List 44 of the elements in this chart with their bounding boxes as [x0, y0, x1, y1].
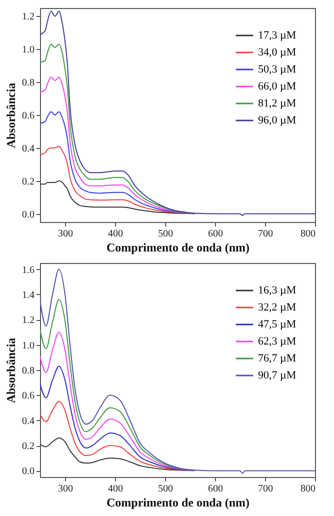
- y-tick-label: 1.2: [22, 12, 34, 23]
- y-tick-label: 1.0: [22, 340, 34, 352]
- legend-label: 66,0 µM: [258, 80, 296, 92]
- y-axis-title: Absorbância: [4, 338, 18, 404]
- y-tick-label: 0.8: [22, 366, 34, 376]
- y-tick-label: 1.4: [22, 290, 34, 301]
- y-tick-label: 1.2: [22, 315, 34, 326]
- y-tick-label: 0.2: [22, 441, 34, 452]
- x-tick-label: 500: [158, 228, 173, 240]
- y-tick-label: 1.6: [22, 264, 34, 276]
- x-tick-label: 300: [58, 484, 73, 494]
- y-tick-label: 0.0: [22, 466, 34, 478]
- x-tick-label: 800: [300, 228, 316, 240]
- y-axis-title: Absorbância: [4, 82, 18, 148]
- legend-label: 90,7 µM: [258, 370, 296, 382]
- x-tick-label: 700: [258, 228, 273, 240]
- y-tick-label: 0.4: [22, 416, 34, 427]
- x-tick-label: 300: [58, 228, 73, 240]
- x-tick-label: 800: [300, 484, 316, 494]
- legend-label: 16,3 µM: [258, 284, 296, 296]
- x-tick-label: 400: [108, 228, 123, 240]
- y-tick-label: 0.2: [22, 176, 34, 188]
- legend-label: 47,5 µM: [258, 318, 296, 330]
- x-tick-label: 400: [108, 484, 123, 494]
- legend-label: 81,2 µM: [258, 98, 296, 110]
- legend-label: 62,3 µM: [258, 336, 296, 348]
- legend-label: 76,7 µM: [258, 352, 296, 364]
- y-tick-label: 1.0: [22, 44, 34, 56]
- x-axis-title: Comprimento de onda (nm): [106, 240, 250, 254]
- legend-label: 17,3 µM: [258, 30, 296, 42]
- y-tick-label: 0.4: [22, 143, 34, 154]
- y-tick-label: 0.6: [22, 390, 34, 402]
- x-tick-label: 700: [258, 484, 273, 494]
- y-tick-label: 0.6: [22, 110, 34, 122]
- y-tick-label: 0.0: [22, 209, 34, 220]
- x-axis-title: Comprimento de onda (nm): [106, 496, 250, 510]
- x-tick-label: 600: [208, 228, 223, 240]
- y-tick-label: 0.8: [22, 78, 34, 89]
- x-tick-label: 500: [158, 484, 173, 494]
- legend-label: 50,3 µM: [258, 64, 296, 76]
- legend-label: 32,2 µM: [258, 302, 296, 314]
- legend-label: 34,0 µM: [258, 46, 296, 58]
- x-tick-label: 600: [208, 484, 223, 494]
- legend-label: 96,0 µM: [258, 114, 296, 126]
